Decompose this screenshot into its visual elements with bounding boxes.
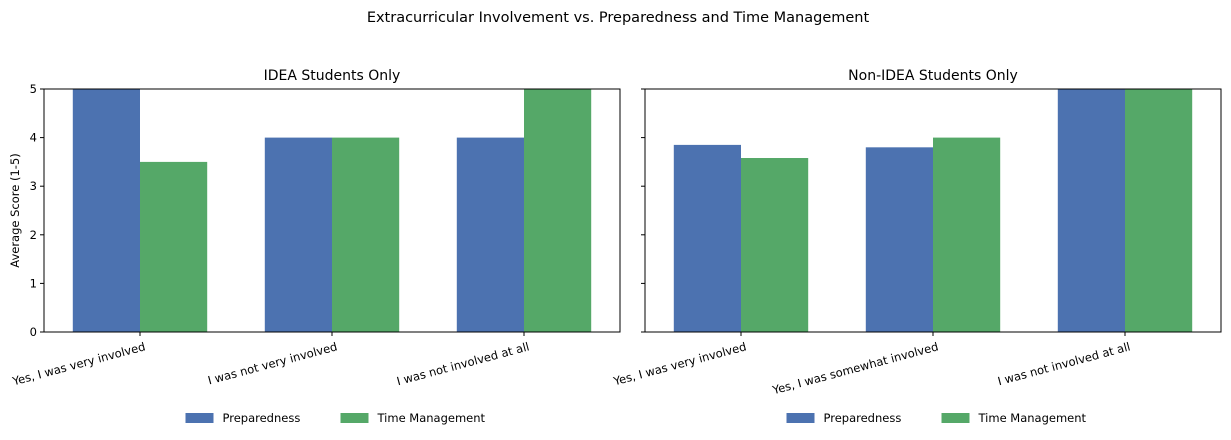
y-tick-label: 4 bbox=[30, 131, 37, 145]
x-tick-label: I was not very involved bbox=[206, 339, 338, 387]
bar-preparedness-0 bbox=[673, 144, 741, 332]
bars bbox=[673, 89, 1193, 332]
legend: Preparedness Time Management bbox=[185, 411, 486, 425]
legend-label: Preparedness bbox=[223, 411, 301, 425]
x-tick-label: I was not involved at all bbox=[996, 339, 1132, 388]
bar-time-management-0 bbox=[741, 158, 809, 332]
legend: Preparedness Time Management bbox=[786, 411, 1087, 425]
bar-time-management-2 bbox=[524, 89, 592, 332]
figure-title: Extracurricular Involvement vs. Prepared… bbox=[367, 10, 870, 26]
legend-swatch bbox=[340, 413, 369, 423]
chart-panel-non-idea: Yes, I was very involved Yes, I was somew… bbox=[611, 68, 1222, 425]
x-tick-label: Yes, I was somewhat involved bbox=[770, 339, 940, 397]
bar-preparedness-1 bbox=[865, 147, 933, 332]
bar-time-management-0 bbox=[140, 161, 208, 332]
chart-title: Non-IDEA Students Only bbox=[848, 68, 1018, 84]
chart-panel-idea: 0 1 2 3 4 5 Average Score (1-5) Yes, I was very… bbox=[8, 68, 621, 425]
x-tick-label: Yes, I was very involved bbox=[10, 339, 147, 388]
y-tick-label: 5 bbox=[30, 82, 37, 96]
bar-preparedness-1 bbox=[264, 137, 332, 332]
bar-preparedness-2 bbox=[456, 137, 524, 332]
bar-time-management-1 bbox=[933, 137, 1001, 332]
legend-swatch bbox=[185, 413, 214, 423]
legend-swatch bbox=[786, 413, 815, 423]
legend-label: Time Management bbox=[978, 411, 1087, 425]
legend-label: Time Management bbox=[377, 411, 486, 425]
y-tick-label: 2 bbox=[30, 228, 37, 242]
x-tick-label: I was not involved at all bbox=[395, 339, 531, 388]
y-tick-label: 0 bbox=[30, 325, 37, 339]
bar-preparedness-0 bbox=[72, 89, 140, 332]
bar-time-management-1 bbox=[332, 137, 400, 332]
bar-time-management-2 bbox=[1125, 89, 1193, 332]
chart-title: IDEA Students Only bbox=[264, 68, 401, 84]
y-tick-label: 1 bbox=[30, 276, 37, 290]
y-tick-label: 3 bbox=[30, 179, 37, 193]
x-tick-label: Yes, I was very involved bbox=[611, 339, 748, 388]
y-axis-label: Average Score (1-5) bbox=[8, 153, 22, 268]
legend-swatch bbox=[941, 413, 970, 423]
legend-label: Preparedness bbox=[824, 411, 902, 425]
bar-preparedness-2 bbox=[1057, 89, 1125, 332]
bars bbox=[72, 89, 592, 332]
